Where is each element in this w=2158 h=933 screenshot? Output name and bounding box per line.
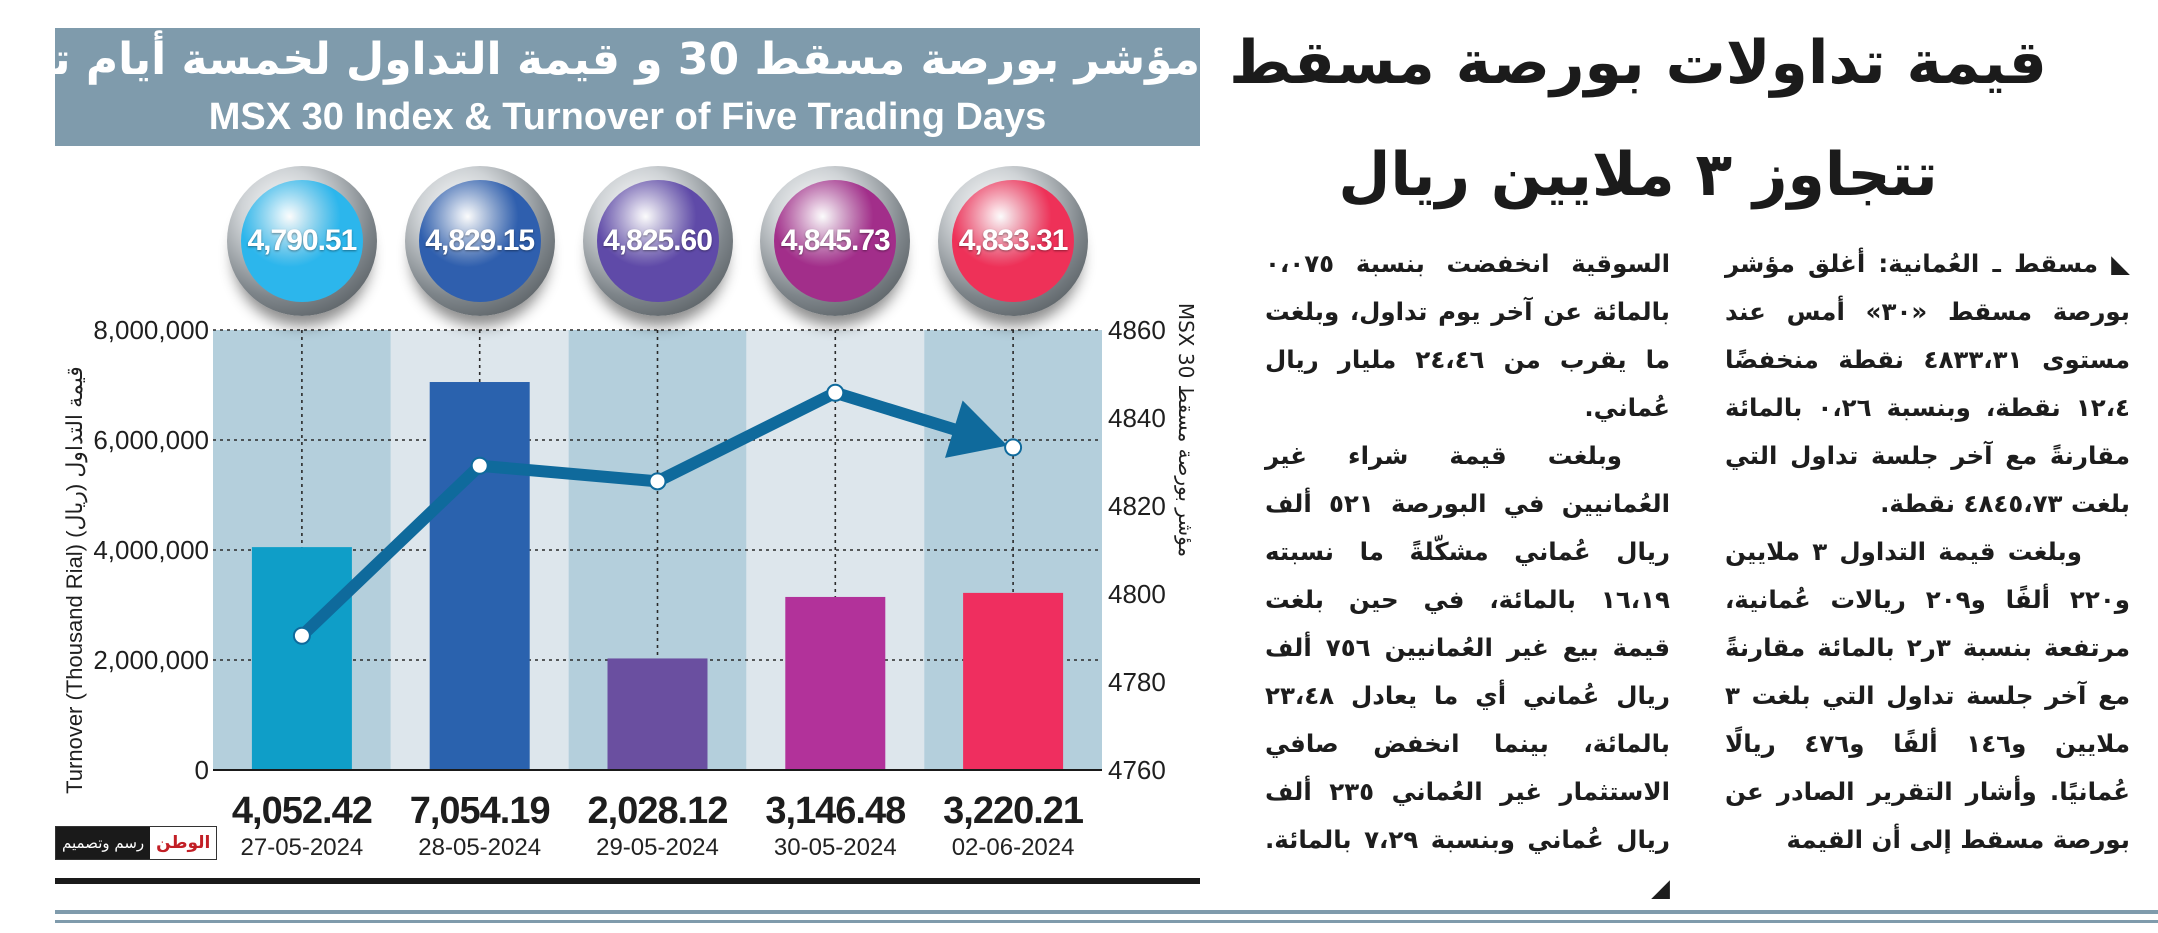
turnover-value-label: 4,052.42	[231, 790, 373, 832]
chart-banner: مؤشر بورصة مسقط 30 و قيمة التداول لخمسة …	[0, 28, 1200, 146]
article-column-1: ◣ مسقط ـ العُمانية: أغلق مؤشر بورصة مسقط…	[1725, 240, 2130, 864]
col2-paragraph-1: السوقية انخفضت بنسبة ٠،٠٧٥ بالمائة عن آخ…	[1265, 249, 1671, 422]
y-right-label: MSX 30 مؤشر بورصة مسقط	[1174, 303, 1198, 557]
index-value-bubble: 4,829.15	[404, 166, 555, 316]
alwatan-logo: الوطن	[150, 827, 217, 859]
headline-line-1: قيمة تداولات بورصة مسقط	[1229, 28, 2047, 98]
index-value-bubble: 4,845.73	[760, 166, 911, 316]
y-right-tick: 4800	[1108, 579, 1166, 609]
credit-badge: الوطن رسم وتصميم	[55, 826, 218, 860]
chart-bottom-rule	[55, 878, 1200, 884]
index-bubble-inner: 4,825.60	[596, 180, 719, 302]
date-label: 30-05-2024	[773, 834, 897, 861]
y-left-tick: 0	[195, 755, 209, 785]
index-value-bubble: 4,833.31	[938, 166, 1089, 316]
date-label: 29-05-2024	[596, 834, 719, 861]
index-point	[292, 626, 311, 645]
index-value-label: 4,845.73	[780, 224, 891, 257]
date-label: 27-05-2024	[240, 834, 364, 861]
y-left-tick: 6,000,000	[93, 425, 209, 455]
y-right-tick: 4840	[1108, 403, 1166, 433]
index-bubble-inner: 4,829.15	[418, 180, 541, 302]
turnover-value-label: 3,220.21	[943, 790, 1084, 832]
footer-rule-bottom	[55, 920, 2158, 923]
footer-rule-top	[55, 910, 2158, 914]
index-arrowhead	[945, 400, 1008, 458]
index-value-label: 4,825.60	[603, 224, 713, 257]
index-point	[826, 383, 845, 402]
chart-title-ar: مؤشر بورصة مسقط 30 و قيمة التداول لخمسة …	[0, 34, 1200, 85]
credit-text: رسم وتصميم	[56, 827, 151, 859]
y-left-tick: 2,000,000	[93, 645, 209, 675]
article-column-2: السوقية انخفضت بنسبة ٠،٠٧٥ بالمائة عن آخ…	[1265, 240, 1670, 912]
y-right-tick: 4860	[1108, 315, 1166, 345]
y-right-tick: 4820	[1108, 491, 1166, 521]
index-value-label: 4,829.15	[425, 224, 535, 257]
turnover-bar	[429, 382, 530, 770]
turnover-bar	[785, 596, 886, 770]
chart-plot: 8,000,000 6,000,000 4,000,000 2,000,000 0 486…	[62, 303, 1198, 794]
index-point	[1004, 438, 1023, 457]
index-bubble-inner: 4,845.73	[774, 180, 897, 302]
date-label: 28-05-2024	[418, 834, 542, 861]
index-value-label: 4,833.31	[958, 224, 1069, 257]
chart-title-en: MSX 30 Index & Turnover of Five Trading …	[208, 96, 1047, 138]
index-value-label: 4,790.51	[247, 224, 358, 257]
index-point	[470, 456, 489, 475]
infographic: مؤشر بورصة مسقط 30 و قيمة التداول لخمسة …	[0, 28, 1200, 888]
index-value-bubble: 4,825.60	[582, 166, 733, 316]
y-left-tick: 8,000,000	[93, 315, 209, 345]
y-left-tick: 4,000,000	[93, 535, 209, 565]
turnover-bar	[607, 658, 708, 770]
index-value-bubble: 4,790.51	[226, 166, 377, 316]
turnover-value-label: 7,054.19	[409, 790, 551, 832]
date-label: 02-06-2024	[951, 834, 1075, 861]
turnover-bar	[963, 592, 1064, 770]
headline-line-2: تتجاوز ٣ ملايين ريال	[1338, 140, 1938, 210]
y-right-tick: 4780	[1108, 667, 1166, 697]
index-bubble-inner: 4,790.51	[240, 180, 363, 302]
turnover-value-label: 2,028.12	[587, 790, 729, 832]
col2-paragraph-2: وبلغت قيمة شراء غير العُمانيين في البورص…	[1265, 441, 1670, 902]
index-bubble-inner: 4,833.31	[952, 180, 1075, 302]
y-right-tick: 4760	[1108, 755, 1166, 785]
col1-paragraph-2: وبلغت قيمة التداول ٣ ملايين و٢٢٠ ألفًا و…	[1725, 537, 2131, 854]
turnover-bar	[251, 547, 352, 770]
index-point	[648, 472, 667, 491]
turnover-value-label: 3,146.48	[765, 790, 906, 832]
col1-paragraph-1: ◣ مسقط ـ العُمانية: أغلق مؤشر بورصة مسقط…	[1725, 249, 2131, 518]
y-left-label: Turnover (Thousand Rial) قيمة التداول (ر…	[62, 366, 88, 794]
